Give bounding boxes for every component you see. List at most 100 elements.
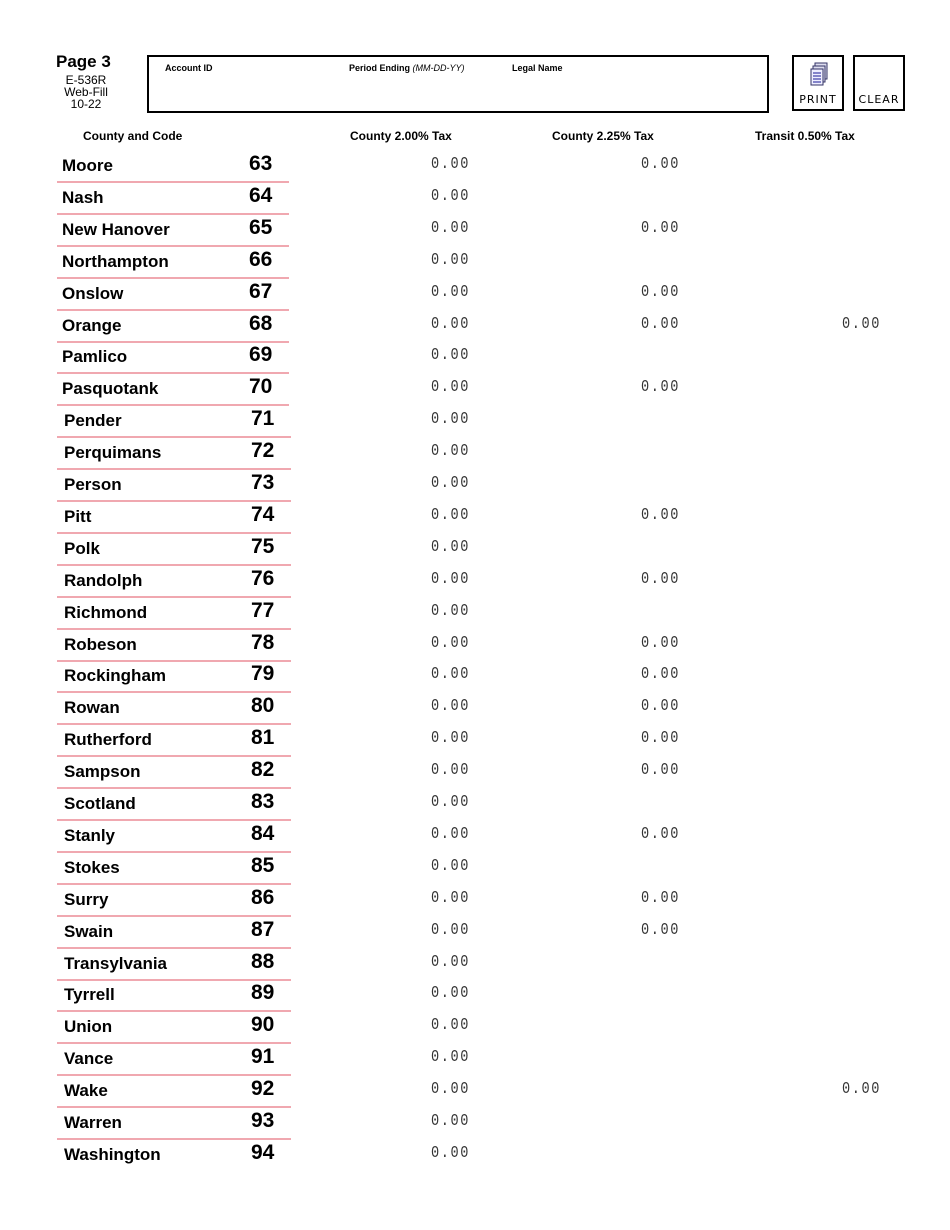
county-2-25-tax-field[interactable]: 0.00 [641, 378, 681, 398]
county-code: 89 [251, 981, 275, 1005]
county-name: Onslow [62, 283, 124, 303]
table-row: Scotland 83 0.00 [57, 788, 937, 821]
county-2-00-tax-field[interactable]: 0.00 [431, 155, 471, 174]
county-2-00-tax-field[interactable]: 0.00 [431, 601, 471, 621]
col-transit-header: Transit 0.50% Tax [755, 129, 855, 143]
county-name: Scotland [64, 794, 136, 813]
county-2-00-tax-field[interactable]: 0.00 [431, 665, 471, 685]
county-2-25-tax-field[interactable]: 0.00 [641, 282, 681, 302]
county-2-00-tax-field[interactable]: 0.00 [431, 888, 471, 908]
county-code: 76 [251, 566, 275, 590]
county-code: 64 [249, 183, 273, 207]
transit-0-50-tax-field[interactable]: 0.00 [842, 314, 882, 334]
county-code: 65 [249, 215, 273, 239]
county-2-25-tax-field[interactable]: 0.00 [641, 569, 681, 589]
county-2-00-tax-field[interactable]: 0.00 [431, 569, 471, 589]
row-divider [57, 850, 291, 853]
county-2-25-tax-field[interactable]: 0.00 [641, 155, 681, 174]
county-2-25-tax-field[interactable]: 0.00 [641, 218, 681, 238]
county-code: 72 [251, 439, 275, 463]
county-2-00-tax-field[interactable]: 0.00 [431, 824, 471, 844]
county-name: Wake [64, 1081, 108, 1101]
county-2-00-tax-field[interactable]: 0.00 [431, 1112, 471, 1131]
county-2-00-tax-field[interactable]: 0.00 [431, 410, 471, 430]
table-row: Sampson 82 0.00 0.00 [57, 756, 937, 790]
county-2-00-tax-field[interactable]: 0.00 [431, 697, 471, 717]
row-divider [57, 340, 289, 343]
table-row: Wake 92 0.00 0.00 [57, 1075, 937, 1109]
table-row: Transylvania 88 0.00 [57, 948, 937, 981]
county-2-00-tax-field[interactable]: 0.00 [431, 984, 471, 1004]
table-row: Rowan 80 0.00 0.00 [57, 692, 937, 726]
county-2-25-tax-field[interactable]: 0.00 [641, 729, 681, 749]
county-2-25-tax-field[interactable]: 0.00 [641, 697, 681, 717]
county-code: 79 [251, 662, 275, 686]
county-2-00-tax-field[interactable]: 0.00 [431, 729, 471, 749]
county-2-00-tax-field[interactable]: 0.00 [431, 856, 471, 876]
county-2-00-tax-field[interactable]: 0.00 [431, 1143, 471, 1163]
table-row: Pamlico 69 0.00 [57, 341, 937, 375]
county-2-00-tax-field[interactable]: 0.00 [431, 250, 471, 270]
county-2-00-tax-field[interactable]: 0.00 [431, 1016, 471, 1036]
county-2-00-tax-field[interactable]: 0.00 [431, 282, 471, 302]
county-code: 78 [251, 630, 275, 654]
county-2-25-tax-field[interactable]: 0.00 [641, 633, 681, 653]
row-divider [57, 212, 289, 215]
table-row: Onslow 67 0.00 0.00 [57, 278, 937, 311]
county-2-25-tax-field[interactable]: 0.00 [641, 314, 681, 334]
account-id-label: Account ID [165, 63, 213, 73]
county-code: 70 [249, 375, 273, 399]
county-2-00-tax-field[interactable]: 0.00 [431, 1080, 471, 1100]
county-2-00-tax-field[interactable]: 0.00 [431, 793, 471, 812]
county-2-00-tax-field[interactable]: 0.00 [431, 761, 471, 781]
county-2-00-tax-field[interactable]: 0.00 [431, 186, 471, 206]
row-divider [57, 181, 289, 183]
county-name: New Hanover [62, 219, 170, 239]
county-2-00-tax-field[interactable]: 0.00 [431, 920, 471, 940]
form-info: E-536R Web-Fill 10-22 [58, 74, 114, 110]
county-name: Polk [64, 538, 100, 558]
print-button[interactable]: PRINT [792, 55, 844, 111]
county-name: Rutherford [64, 730, 152, 750]
county-name: Robeson [64, 634, 137, 654]
county-2-00-tax-field[interactable]: 0.00 [431, 378, 471, 398]
county-name: Transylvania [64, 953, 168, 973]
county-2-25-tax-field[interactable]: 0.00 [641, 888, 681, 908]
county-code: 86 [251, 885, 275, 909]
county-2-00-tax-field[interactable]: 0.00 [431, 633, 471, 653]
county-2-00-tax-field[interactable]: 0.00 [431, 952, 471, 972]
county-2-25-tax-field[interactable]: 0.00 [641, 665, 681, 685]
county-2-00-tax-field[interactable]: 0.00 [431, 505, 471, 525]
county-name: Rockingham [64, 666, 167, 686]
county-2-00-tax-field[interactable]: 0.00 [431, 474, 471, 493]
county-2-00-tax-field[interactable]: 0.00 [431, 442, 471, 462]
county-code: 69 [249, 343, 273, 367]
col-2-00-header: County 2.00% Tax [350, 129, 452, 143]
county-2-25-tax-field[interactable]: 0.00 [641, 761, 681, 781]
county-2-25-tax-field[interactable]: 0.00 [641, 505, 681, 525]
print-label: PRINT [799, 93, 837, 106]
row-divider [57, 244, 289, 247]
row-divider [57, 404, 289, 407]
county-code: 63 [249, 152, 273, 175]
table-row: Person 73 0.00 [57, 469, 937, 502]
county-code: 67 [249, 279, 273, 303]
county-2-25-tax-field[interactable]: 0.00 [641, 920, 681, 940]
county-2-00-tax-field[interactable]: 0.00 [431, 537, 471, 557]
table-row: Tyrrell 89 0.00 [57, 979, 937, 1013]
period-format: (MM-DD-YY) [412, 63, 465, 73]
county-2-00-tax-field[interactable]: 0.00 [431, 314, 471, 334]
table-row: Rutherford 81 0.00 0.00 [57, 724, 937, 758]
county-name: Washington [64, 1144, 161, 1164]
county-name: Rowan [64, 698, 120, 718]
account-header-box: Account ID Period Ending (MM-DD-YY) Lega… [147, 55, 769, 113]
county-2-00-tax-field[interactable]: 0.00 [431, 1048, 471, 1068]
county-code: 84 [251, 821, 275, 845]
county-name: Pitt [64, 506, 92, 526]
county-2-00-tax-field[interactable]: 0.00 [431, 218, 471, 238]
county-2-25-tax-field[interactable]: 0.00 [641, 824, 681, 844]
transit-0-50-tax-field[interactable]: 0.00 [842, 1080, 882, 1100]
county-2-00-tax-field[interactable]: 0.00 [431, 346, 471, 366]
row-divider [57, 1106, 291, 1109]
clear-button[interactable]: CLEAR [853, 55, 905, 111]
